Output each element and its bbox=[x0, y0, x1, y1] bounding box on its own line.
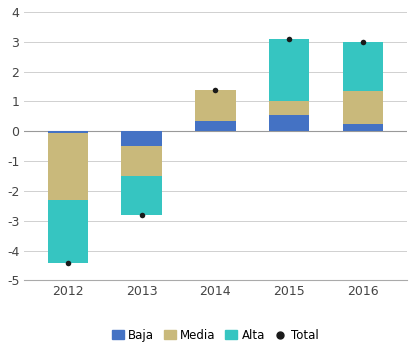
Legend: Baja, Media, Alta, Total: Baja, Media, Alta, Total bbox=[112, 329, 318, 342]
Bar bbox=[195, 121, 235, 131]
Bar bbox=[268, 39, 309, 102]
Bar bbox=[342, 91, 382, 124]
Bar bbox=[47, 200, 88, 263]
Bar bbox=[121, 176, 161, 215]
Bar bbox=[47, 133, 88, 200]
Bar bbox=[121, 131, 161, 146]
Bar bbox=[268, 102, 309, 115]
Bar bbox=[195, 90, 235, 121]
Bar bbox=[121, 146, 161, 176]
Bar bbox=[47, 131, 88, 133]
Bar bbox=[268, 115, 309, 131]
Bar bbox=[342, 42, 382, 91]
Bar bbox=[342, 124, 382, 131]
